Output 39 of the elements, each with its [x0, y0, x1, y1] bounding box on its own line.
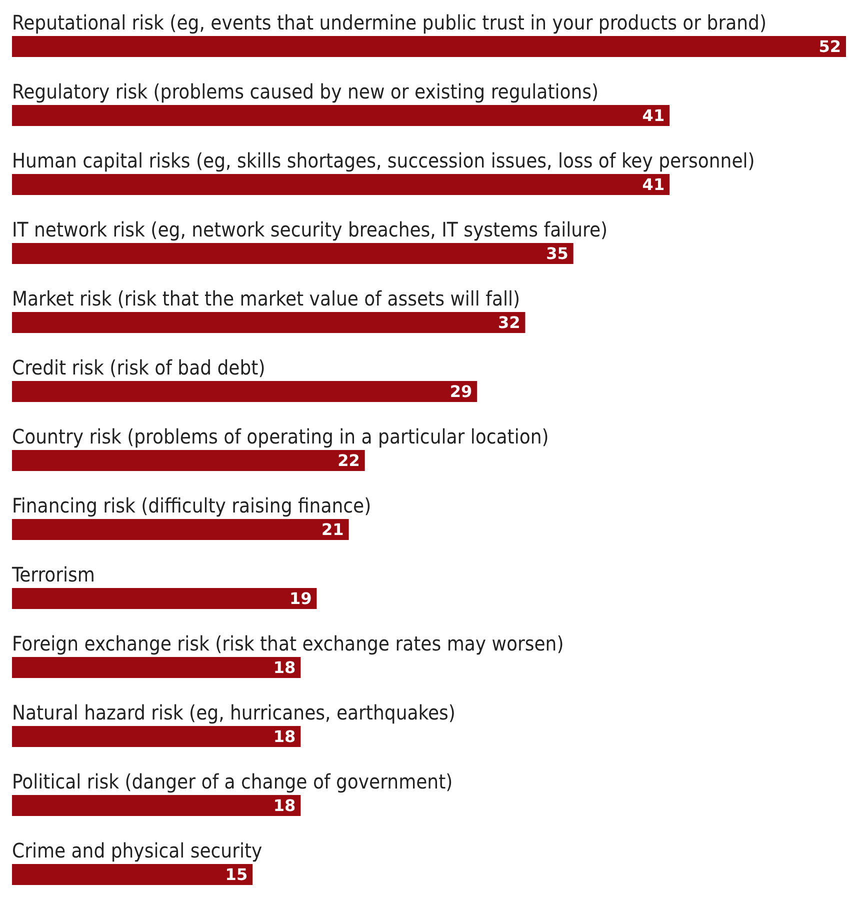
y-tick-label: Political risk (danger of a change of government): [12, 770, 453, 794]
y-tick-label: Market risk (risk that the market value of assets will fall): [12, 286, 520, 310]
bar: [12, 312, 526, 333]
data-label: 19: [289, 589, 312, 608]
data-label: 52: [818, 37, 841, 56]
bar: [12, 519, 349, 540]
y-tick-label: Human capital risks (eg, skills shortages, succession issues, loss of key personnel): [12, 148, 755, 172]
data-label: 21: [322, 520, 344, 539]
data-label: 41: [642, 175, 665, 194]
data-label: 18: [273, 727, 296, 746]
y-tick-label: IT network risk (eg, network security breaches, IT systems failure): [12, 218, 608, 242]
bar: [12, 795, 301, 816]
y-tick-label: Foreign exchange risk (risk that exchange rates may worsen): [12, 632, 564, 656]
y-tick-label: Terrorism: [11, 562, 95, 586]
data-label: 35: [546, 244, 568, 263]
y-tick-label: Financing risk (difficulty raising finance): [12, 494, 372, 518]
bar: [12, 243, 574, 264]
data-label: 18: [273, 658, 296, 677]
bar: [12, 105, 670, 126]
data-label: 18: [273, 796, 296, 815]
y-tick-label: Reputational risk (eg, events that undermine public trust in your products or brand): [12, 10, 766, 34]
data-label: 32: [498, 313, 520, 332]
bar: [12, 36, 846, 57]
y-tick-label: Natural hazard risk (eg, hurricanes, earthquakes): [12, 700, 456, 724]
bar: [12, 864, 253, 885]
data-label: 22: [338, 451, 360, 470]
bar: [12, 174, 670, 195]
bar: [12, 588, 317, 609]
data-label: 15: [225, 865, 248, 884]
y-tick-label: Country risk (problems of operating in a particular location): [12, 424, 549, 448]
bar: [12, 450, 365, 471]
bar: [12, 381, 478, 402]
data-label: 29: [450, 382, 472, 401]
bar: [12, 657, 301, 678]
data-label: 41: [642, 106, 665, 125]
bar: [12, 726, 301, 747]
y-tick-label: Regulatory risk (problems caused by new or existing regulations): [12, 80, 599, 104]
y-tick-label: Crime and physical security: [12, 838, 263, 862]
y-tick-label: Credit risk (risk of bad debt): [12, 356, 266, 380]
